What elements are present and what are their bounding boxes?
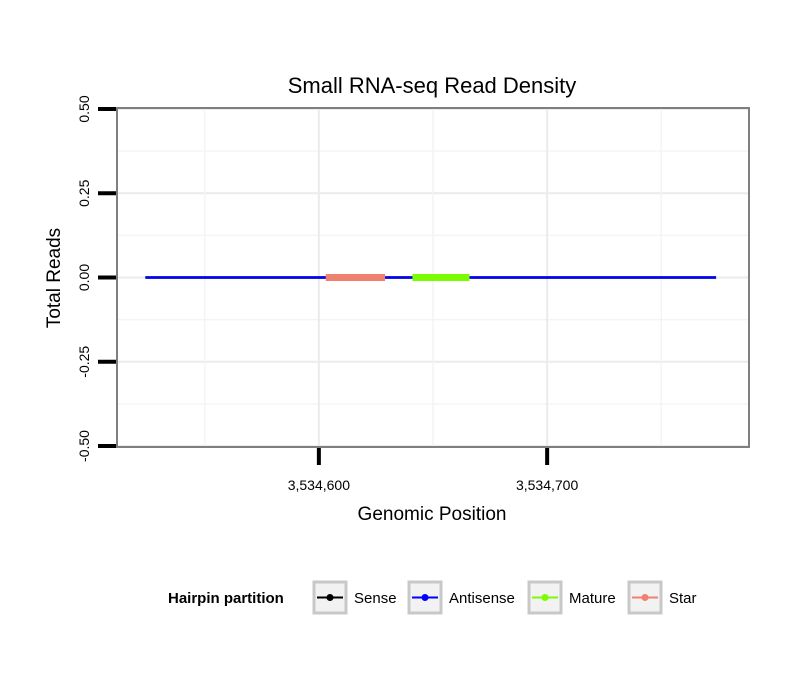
legend-item-star: Star (627, 580, 697, 615)
legend-key-point (641, 594, 649, 601)
legend: Hairpin partition Sense Antisense Mature St… (168, 580, 697, 615)
legend-item-mature: Mature (527, 580, 616, 615)
chart-title: Small RNA-seq Read Density (288, 73, 577, 98)
legend-label: Star (669, 590, 697, 607)
legend-key-point (326, 594, 334, 601)
legend-title: Hairpin partition (168, 590, 284, 607)
legend-item-sense: Sense (312, 580, 397, 615)
legend-label: Antisense (449, 590, 515, 607)
x-tick-label: 3,534,600 (288, 477, 350, 493)
plot-panel-border (116, 107, 750, 448)
legend-label: Mature (569, 590, 616, 607)
y-axis: -0.50 -0.25 0.00 0.25 0.50 (76, 95, 116, 462)
legend-item-antisense: Antisense (407, 580, 515, 615)
legend-key-point (421, 594, 429, 601)
y-tick-label: 0.50 (76, 95, 92, 122)
y-tick-label: -0.25 (76, 346, 92, 378)
x-tick-label: 3,534,700 (516, 477, 578, 493)
x-axis-title: Genomic Position (358, 504, 507, 525)
y-tick-label: 0.25 (76, 179, 92, 206)
legend-label: Sense (354, 590, 397, 607)
y-tick-label: -0.50 (76, 430, 92, 462)
y-axis-title: Total Reads (44, 228, 65, 328)
y-tick-label: 0.00 (76, 264, 92, 291)
x-axis: 3,534,600 3,534,700 (288, 448, 578, 493)
legend-key-point (541, 594, 549, 601)
